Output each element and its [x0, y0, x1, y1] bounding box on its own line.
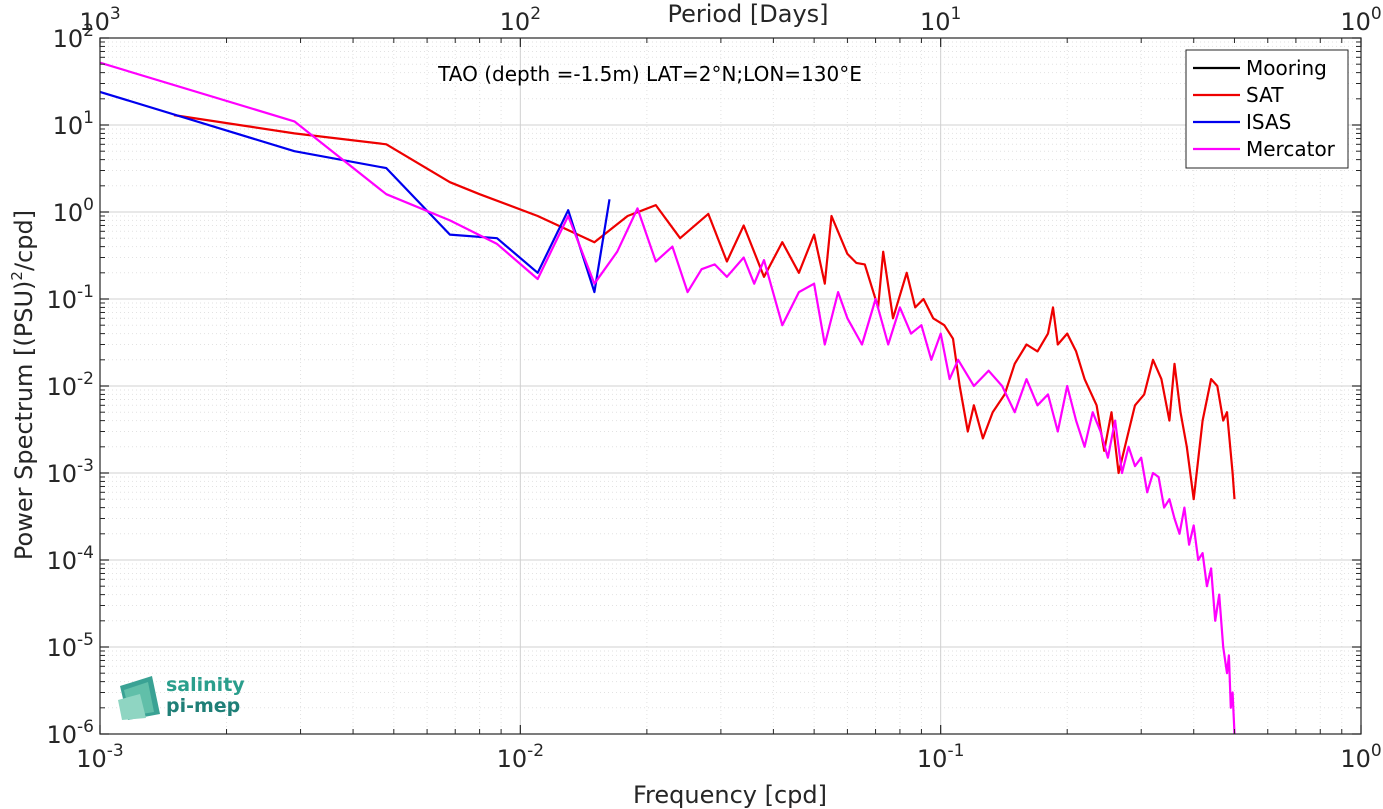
legend: Mooring SAT ISAS Mercator [1185, 49, 1349, 169]
legend-label-mercator: Mercator [1246, 137, 1336, 161]
x-tick-label: 10-1 [917, 741, 965, 773]
series-line-mercator [99, 61, 1236, 735]
top-tick-label: 100 [1340, 4, 1381, 36]
logo-text-salinity: salinity [166, 674, 245, 696]
logo-text-pimep: pi-mep [166, 695, 240, 717]
legend-label-sat: SAT [1246, 83, 1284, 107]
x-tick-label: 10-3 [76, 741, 124, 773]
x-tick-label: 100 [1340, 741, 1381, 773]
y-tick-labels: 102 101 100 10-1 10-2 10-3 10-4 10-5 10-6 [47, 21, 95, 749]
top-tick-label: 101 [920, 4, 961, 36]
y-tick-label: 10-4 [47, 543, 95, 575]
legend-label-isas: ISAS [1246, 110, 1291, 134]
series-line-isas [99, 90, 611, 294]
top-tick-label: 102 [500, 4, 541, 36]
chart-title: TAO (depth =-1.5m) LAT=2°N;LON=130°E [437, 62, 862, 86]
y-tick-label: 102 [53, 21, 94, 53]
y-tick-label: 101 [53, 108, 94, 140]
y-tick-label: 100 [53, 195, 94, 227]
y-tick-label: 10-6 [47, 717, 95, 749]
y-tick-label: 10-2 [47, 369, 95, 401]
top-tick-labels: 103 102 101 100 [79, 4, 1381, 36]
series-line-sat [173, 114, 1236, 501]
y-tick-label: 10-1 [47, 282, 95, 314]
x-tick-labels: 10-3 10-2 10-1 100 [76, 741, 1381, 773]
x-axis-label: Frequency [cpd] [633, 781, 827, 809]
legend-label-mooring: Mooring [1246, 56, 1327, 80]
top-tick-label: 103 [79, 4, 120, 36]
y-tick-label: 10-3 [47, 456, 95, 488]
salinity-pi-mep-logo: salinity pi-mep [118, 674, 245, 720]
tick-marks [99, 37, 1362, 735]
top-axis-label: Period [Days] [667, 0, 828, 28]
y-axis-label: Power Spectrum [(PSU)2/cpd] [8, 210, 38, 560]
major-grid [100, 38, 1361, 734]
series-layer [99, 61, 1236, 735]
x-tick-label: 10-2 [497, 741, 545, 773]
y-tick-label: 10-5 [47, 630, 95, 662]
